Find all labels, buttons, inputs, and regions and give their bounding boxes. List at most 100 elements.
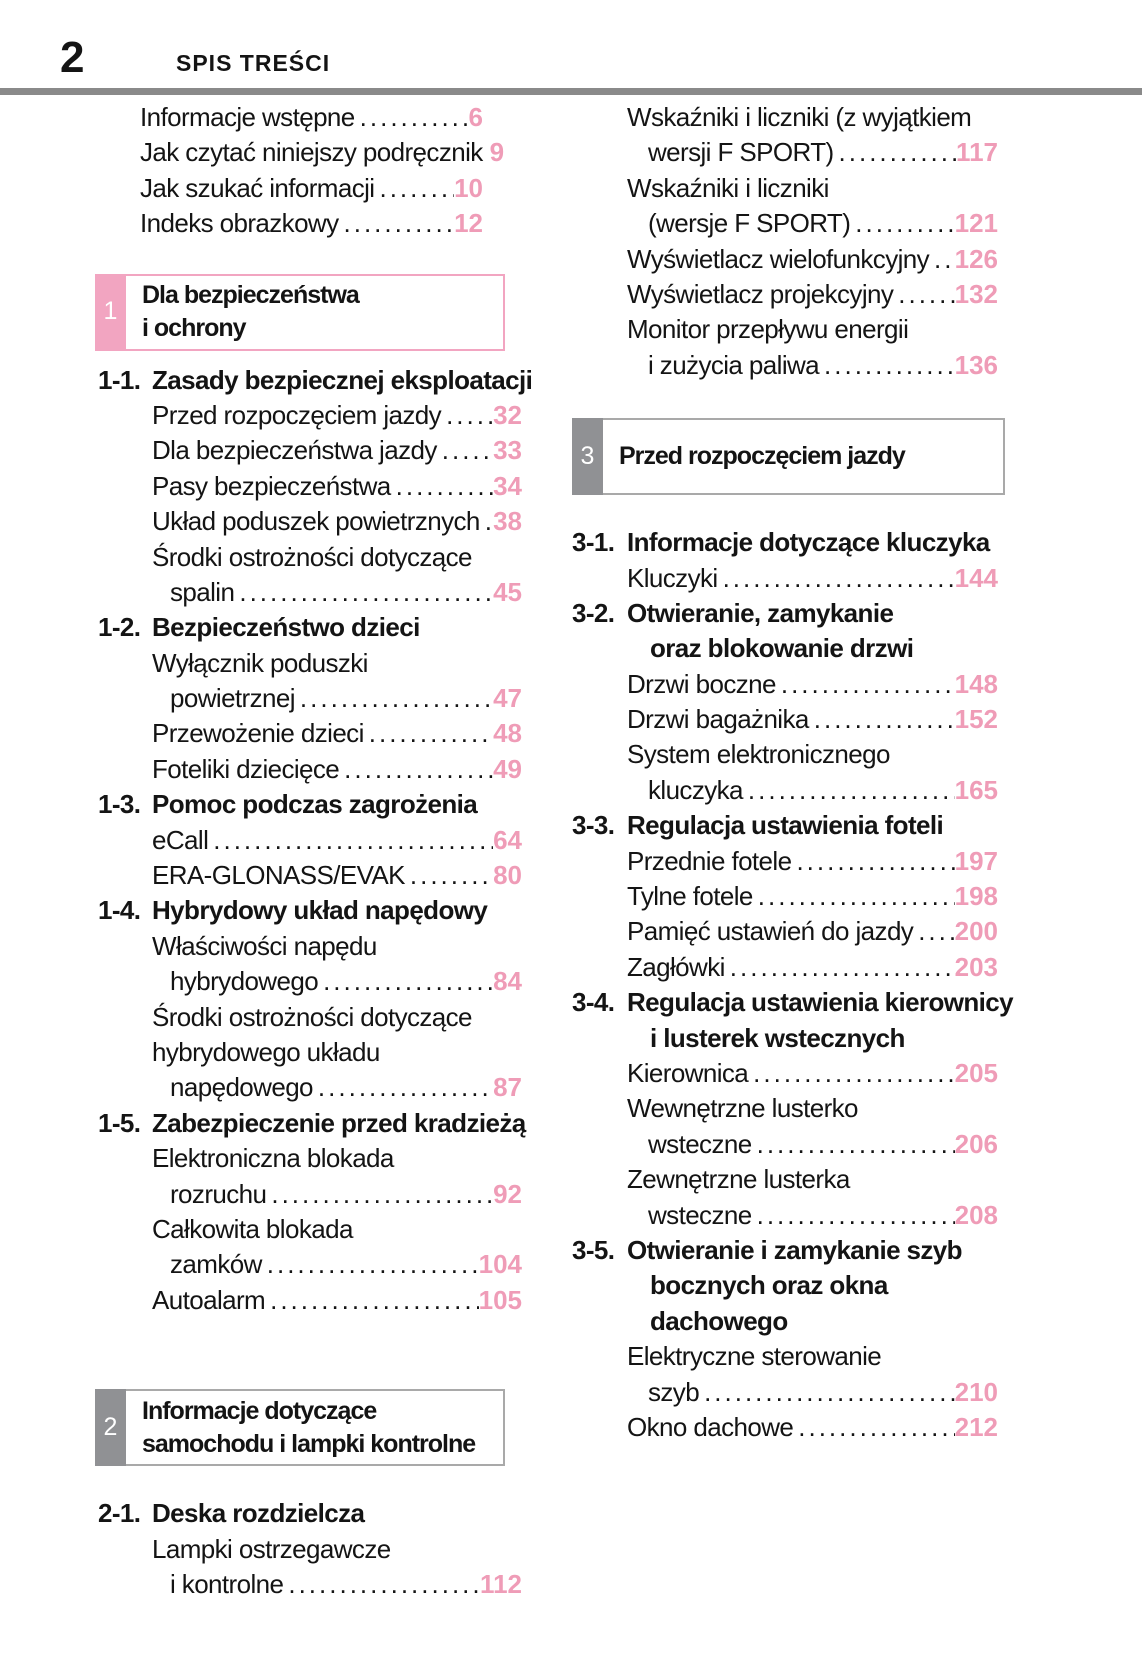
- section-title: Otwieranie, zamykanie: [627, 597, 894, 628]
- toc-entry: szyb....................................…: [572, 1375, 998, 1410]
- dot-leader: ........................................…: [299, 683, 493, 714]
- toc-entry-text: Elektroniczna blokada: [152, 1143, 394, 1174]
- section-title: Regulacja ustawienia kierownicy: [627, 987, 1014, 1018]
- toc-entry-page: 117: [956, 137, 998, 168]
- toc-entry-label: (wersje F SPORT): [648, 208, 851, 239]
- dot-leader: ........................................…: [898, 278, 955, 309]
- toc-entry: wsteczne................................…: [572, 1198, 998, 1233]
- toc-entry: powietrznej.............................…: [90, 681, 522, 716]
- toc-entry-page: 205: [954, 1057, 998, 1088]
- dot-leader: ........................................…: [483, 135, 490, 170]
- dot-leader: ........................................…: [480, 504, 493, 539]
- section-heading: 3-3. Regulacja ustawienia foteli: [572, 808, 998, 843]
- toc-column-left: Informacje wstępne......................…: [90, 100, 533, 1602]
- toc-entry-label: Zagłówki: [627, 951, 725, 982]
- dot-leader: ........................................…: [798, 1411, 954, 1442]
- toc-entry: Kluczyki................................…: [572, 561, 998, 596]
- toc-entry-page: 136: [954, 349, 998, 380]
- toc-entry-page: 38: [493, 506, 522, 537]
- toc-entry: Zagłówki................................…: [572, 950, 998, 985]
- toc-entry-text: Wskaźniki i liczniki (z wyjątkiem: [627, 102, 972, 132]
- toc-entry-label: Jak szukać informacji: [140, 172, 375, 203]
- page-header-title: SPIS TREŚCI: [176, 50, 331, 76]
- toc-entry-page: 208: [954, 1199, 998, 1230]
- chapter-tab-number: 3: [572, 418, 603, 496]
- toc-entry-page: 206: [954, 1128, 998, 1159]
- toc-entry-label: Pamięć ustawień do jazdy: [627, 916, 914, 947]
- toc-entry-text: System elektronicznego: [627, 739, 890, 770]
- toc-entry-label: Autoalarm: [152, 1284, 266, 1315]
- dot-leader: ........................................…: [824, 349, 955, 380]
- section-number: 1-4.: [98, 895, 141, 926]
- chapter-title-line: i ochrony: [142, 314, 247, 343]
- section-number: 3-4.: [572, 987, 615, 1018]
- section-heading-row: 1-5. Zabezpieczenie przed kradzieżą: [90, 1106, 526, 1141]
- toc-entry-list: Elektroniczna blokada rozruchu...........…: [90, 1141, 522, 1318]
- dot-leader: ........................................…: [780, 668, 955, 699]
- toc-entry-page: 92: [493, 1178, 522, 1209]
- toc-entry-text: Monitor przepływu energii: [627, 314, 909, 345]
- toc-entry-label: hybrydowego: [170, 966, 319, 997]
- section-heading-row: 2-1. Deska rozdzielcza: [90, 1496, 522, 1531]
- toc-entry-label: Indeks obrazkowy: [140, 208, 339, 239]
- dot-leader: ........................................…: [270, 1284, 479, 1315]
- toc-entry: Przed rozpoczęciem jazdy................…: [90, 398, 522, 433]
- toc-entry: Foteliki dziecięce......................…: [90, 752, 522, 787]
- toc-entry-page: 144: [954, 562, 998, 593]
- toc-entry-list: Kierownica..............................…: [572, 1056, 998, 1233]
- section-title: Regulacja ustawienia foteli: [627, 810, 944, 841]
- toc-entry-label: szyb: [648, 1376, 700, 1407]
- toc-entry-page: 45: [493, 576, 522, 607]
- toc-entry-page: 210: [954, 1376, 998, 1407]
- chapter-title-line: samochodu i lampki kontrolne: [142, 1429, 476, 1458]
- section-heading: 3-4. Regulacja ustawienia kierownicy i lus…: [572, 985, 1014, 1056]
- dot-leader: ........................................…: [343, 208, 455, 239]
- toc-entry: napędowego..............................…: [90, 1070, 522, 1105]
- toc-entry-list: Drzwi boczne............................…: [572, 667, 998, 809]
- toc-entry-page: 12: [454, 208, 483, 239]
- section-heading: 1-1. Zasady bezpiecznej eksploatacji: [90, 363, 533, 398]
- dot-leader: ........................................…: [753, 1057, 955, 1088]
- dot-leader: ........................................…: [729, 951, 955, 982]
- section-number: 3-3.: [572, 810, 615, 841]
- toc-entry-label: Pasy bezpieczeństwa: [152, 470, 391, 501]
- toc-entry-page: 10: [454, 172, 483, 203]
- section-title-line: i lusterek wstecznych: [650, 1022, 905, 1053]
- toc-entry: eCall...................................…: [90, 823, 522, 858]
- toc-entry: Przednie fotele.........................…: [572, 844, 998, 879]
- toc-entry: spalin..................................…: [90, 575, 522, 610]
- chapter-box-1: 1 Dla bezpieczeństwa i ochrony: [95, 273, 505, 351]
- toc-entry-page: 49: [493, 753, 522, 784]
- toc-entry-label: Drzwi boczne: [627, 668, 776, 699]
- toc-entry: wersji F SPORT).........................…: [572, 135, 998, 170]
- toc-entry-page: 132: [954, 278, 998, 309]
- toc-entry-label: Drzwi bagażnika: [627, 704, 809, 735]
- section-title: Otwieranie i zamykanie szyb: [627, 1234, 963, 1265]
- toc-entry-page: 198: [954, 881, 998, 912]
- toc-entry-text: Lampki ostrzegawcze: [152, 1533, 391, 1564]
- toc-entry: (wersje F SPORT)........................…: [572, 206, 998, 241]
- toc-entry-page: 152: [954, 704, 998, 735]
- dot-leader: ........................................…: [317, 1072, 493, 1103]
- toc-entry-list: Wyłącznik poduszki powietrznej...........…: [90, 646, 522, 788]
- toc-entry: Drzwi boczne............................…: [572, 667, 998, 702]
- section-title: Bezpieczeństwo dzieci: [152, 612, 420, 643]
- toc-entry: Jak czytać niniejszy podręcznik.........…: [90, 135, 504, 170]
- toc-entry-label: i zużycia paliwa: [648, 349, 820, 380]
- toc-entry-label: eCall: [152, 824, 209, 855]
- chapter-box-2: 2 Informacje dotyczące samochodu i lampki …: [95, 1389, 505, 1467]
- toc-entry-page: 48: [493, 718, 522, 749]
- toc-entry-label: zamków: [170, 1249, 262, 1280]
- toc-entry: hybrydowego.............................…: [90, 964, 522, 999]
- toc-entry-label: Kierownica: [627, 1057, 749, 1088]
- toc-entry-label: napędowego: [170, 1072, 314, 1103]
- section-title: Zasady bezpiecznej eksploatacji: [152, 364, 533, 395]
- section-heading-row: 3-1. Informacje dotyczące kluczyka: [572, 525, 998, 560]
- toc-entry-list: Przed rozpoczęciem jazdy................…: [90, 398, 522, 610]
- toc-entry-page: 212: [954, 1411, 998, 1442]
- header-rule: [0, 88, 1142, 95]
- section-heading-row: 1-4. Hybrydowy układ napędowy: [90, 893, 522, 928]
- toc-entry-label: ERA-GLONASS/EVAK: [152, 860, 405, 891]
- toc-entry: Pamięć ustawień do jazdy................…: [572, 914, 998, 949]
- toc-entry-label: Tylne fotele: [627, 881, 753, 912]
